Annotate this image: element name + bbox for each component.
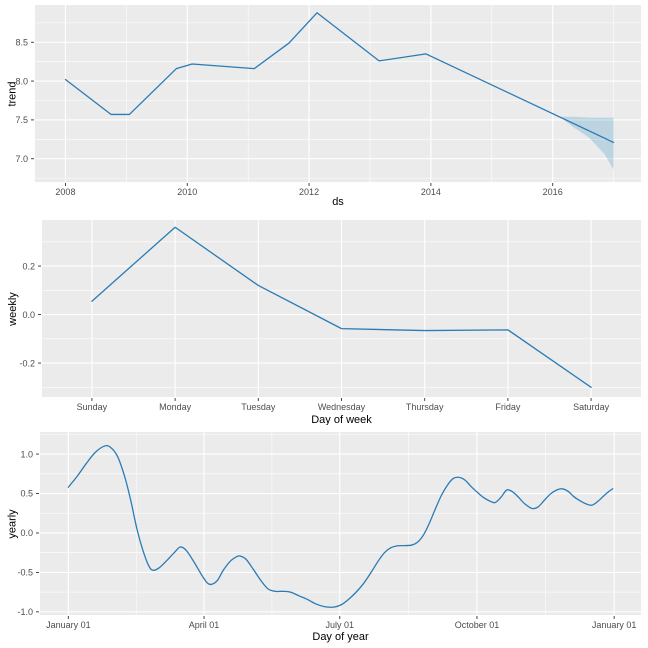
trend-line	[64, 12, 615, 144]
x-tick-label: 2014	[421, 187, 441, 197]
x-tick-label: Sunday	[77, 402, 108, 412]
x-tick-label: 2012	[299, 187, 319, 197]
x-tick-label: Saturday	[573, 402, 610, 412]
y-tick-label: 8.0	[15, 76, 28, 86]
y-tick-label: 7.5	[15, 115, 28, 125]
y-tick-label: 1.0	[20, 449, 33, 459]
weekly-chart: Sunday Monday Tuesday Wednesday Thursday Frid…	[19, 220, 641, 412]
yearly-panel: January 01 April 01 July 01 October 01 Janua…	[0, 425, 648, 648]
x-tick-label: January 01	[46, 620, 91, 630]
y-tick-label: -0.5	[17, 568, 33, 578]
y-tick-label: 7.0	[15, 154, 28, 164]
weekly-line	[91, 226, 592, 388]
trend-panel: 2008 2010 2012 2014 2016 7.0 7.5 8.0 8.5 trend d…	[0, 0, 648, 215]
y-tick-label: -1.0	[17, 607, 33, 617]
x-tick-label: 2016	[543, 187, 563, 197]
y-tick-label: 0.0	[22, 310, 35, 320]
y-tick-label: 8.5	[15, 37, 28, 47]
panel-background	[35, 5, 641, 182]
x-tick-label: July 01	[325, 620, 354, 630]
x-tick-label: January 01	[592, 620, 637, 630]
x-tick-label: October 01	[455, 620, 500, 630]
x-tick-label: 2010	[177, 187, 197, 197]
trend-chart: 2008 2010 2012 2014 2016 7.0 7.5 8.0 8.5	[15, 5, 641, 197]
x-tick-label: Friday	[495, 402, 521, 412]
yearly-chart: January 01 April 01 July 01 October 01 Janua…	[17, 432, 641, 630]
y-tick-label: 0.5	[20, 489, 33, 499]
weekly-panel: Sunday Monday Tuesday Wednesday Thursday Frid…	[0, 215, 648, 425]
y-tick-label: -0.2	[19, 358, 35, 368]
x-tick-label: Thursday	[406, 402, 444, 412]
x-tick-label: Tuesday	[241, 402, 276, 412]
panel-background	[40, 432, 641, 615]
x-tick-label: 2008	[55, 187, 75, 197]
y-tick-label: 0.0	[20, 528, 33, 538]
yearly-line	[67, 444, 614, 608]
uncertainty-ribbon	[560, 116, 614, 170]
x-tick-label: April 01	[189, 620, 220, 630]
x-tick-label: Monday	[159, 402, 192, 412]
x-tick-label: Wednesday	[318, 402, 366, 412]
y-tick-label: 0.2	[22, 261, 35, 271]
